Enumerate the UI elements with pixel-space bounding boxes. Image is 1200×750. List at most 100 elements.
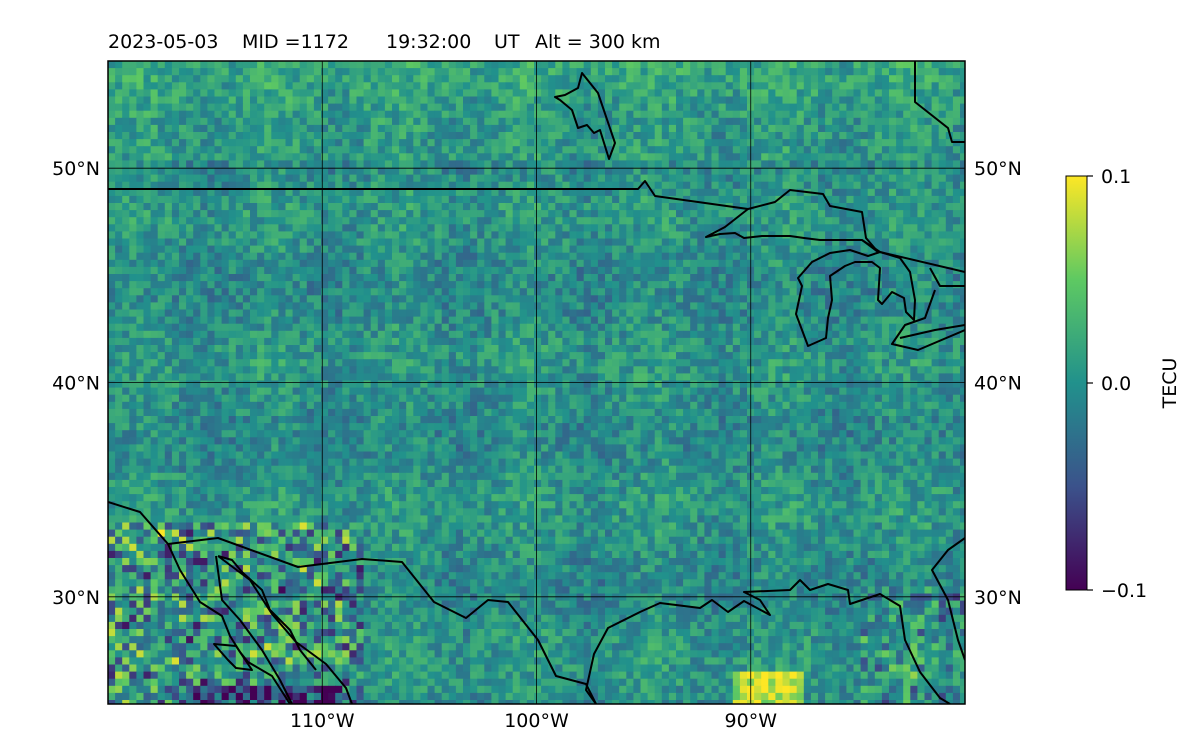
heatmap-cell xyxy=(704,323,712,332)
heatmap-cell xyxy=(818,89,826,97)
heatmap-cell xyxy=(186,266,194,275)
heatmap-cell xyxy=(420,337,428,346)
heatmap-cell xyxy=(271,337,279,346)
heatmap-cell xyxy=(583,288,592,296)
heatmap-cell xyxy=(860,110,869,119)
heatmap-cell xyxy=(470,188,478,197)
heatmap-cell xyxy=(597,330,606,339)
heatmap-cell xyxy=(938,195,947,204)
heatmap-cell xyxy=(832,181,840,190)
heatmap-cell xyxy=(732,259,741,268)
heatmap-cell xyxy=(938,231,947,239)
heatmap-cell xyxy=(690,139,698,147)
heatmap-cell xyxy=(434,259,443,268)
heatmap-cell xyxy=(555,316,563,325)
heatmap-cell xyxy=(605,103,613,112)
heatmap-cell xyxy=(867,181,876,190)
heatmap-cell xyxy=(299,117,308,126)
heatmap-cell xyxy=(960,337,965,346)
heatmap-cell xyxy=(484,274,492,282)
heatmap-cell xyxy=(775,245,783,254)
heatmap-cell xyxy=(867,238,876,246)
heatmap-cell xyxy=(583,195,592,204)
heatmap-cell xyxy=(470,330,478,339)
heatmap-cell xyxy=(278,224,286,232)
heatmap-cell xyxy=(179,345,187,353)
heatmap-cell xyxy=(477,302,485,310)
heatmap-cell xyxy=(647,124,656,133)
heatmap-cell xyxy=(136,110,144,119)
heatmap-cell xyxy=(115,217,123,225)
heatmap-cell xyxy=(299,75,308,83)
heatmap-cell xyxy=(313,281,322,289)
heatmap-cell xyxy=(108,352,116,360)
heatmap-cell xyxy=(427,195,435,204)
heatmap-cell xyxy=(321,281,329,289)
heatmap-cell xyxy=(328,195,336,204)
heatmap-cell xyxy=(257,132,265,140)
heatmap-cell xyxy=(562,167,570,175)
heatmap-cell xyxy=(810,316,819,325)
heatmap-cell xyxy=(108,167,116,175)
heatmap-cell xyxy=(257,160,265,168)
heatmap-cell xyxy=(171,274,180,282)
heatmap-cell xyxy=(960,330,965,339)
heatmap-cell xyxy=(889,89,897,97)
heatmap-cell xyxy=(903,245,911,254)
heatmap-cell xyxy=(313,68,322,76)
heatmap-cell xyxy=(839,302,847,310)
heatmap-cell xyxy=(186,96,194,104)
heatmap-cell xyxy=(413,231,421,239)
heatmap-cell xyxy=(605,345,613,353)
heatmap-cell xyxy=(832,167,840,175)
heatmap-cell xyxy=(271,309,279,317)
heatmap-cell xyxy=(186,68,194,76)
heatmap-cell xyxy=(250,238,258,246)
heatmap-cell xyxy=(818,139,826,147)
heatmap-cell xyxy=(569,309,577,317)
heatmap-cell xyxy=(739,323,748,332)
heatmap-cell xyxy=(242,252,251,261)
heatmap-cell xyxy=(903,231,911,239)
heatmap-cell xyxy=(519,139,528,147)
heatmap-cell xyxy=(306,89,315,97)
heatmap-cell xyxy=(463,210,471,218)
heatmap-cell xyxy=(626,124,634,133)
heatmap-cell xyxy=(654,231,663,239)
heatmap-cell xyxy=(683,139,691,147)
heatmap-cell xyxy=(576,316,585,325)
heatmap-cell xyxy=(441,139,450,147)
heatmap-cell xyxy=(299,281,308,289)
heatmap-cell xyxy=(846,345,854,353)
heatmap-cell xyxy=(647,195,656,204)
heatmap-cell xyxy=(242,153,251,161)
heatmap-cell xyxy=(931,89,940,97)
heatmap-cell xyxy=(960,75,965,83)
heatmap-cell xyxy=(171,316,180,325)
heatmap-cell xyxy=(633,210,641,218)
heatmap-cell xyxy=(931,132,940,140)
heatmap-cell xyxy=(654,330,663,339)
heatmap-cell xyxy=(761,68,769,76)
heatmap-cell xyxy=(668,195,677,204)
heatmap-cell xyxy=(597,266,606,275)
heatmap-cell xyxy=(278,89,286,97)
heatmap-cell xyxy=(676,259,684,268)
heatmap-cell xyxy=(143,252,151,261)
heatmap-cell xyxy=(768,302,776,310)
heatmap-cell xyxy=(775,203,783,211)
heatmap-cell xyxy=(356,224,364,232)
heatmap-cell xyxy=(441,146,450,154)
heatmap-cell xyxy=(825,146,833,154)
heatmap-cell xyxy=(668,266,677,275)
heatmap-cell xyxy=(633,309,641,317)
heatmap-cell xyxy=(867,274,876,282)
heatmap-cell xyxy=(626,210,634,218)
heatmap-cell xyxy=(619,345,627,353)
heatmap-cell xyxy=(739,330,748,339)
heatmap-cell xyxy=(214,330,222,339)
heatmap-cell xyxy=(676,231,684,239)
heatmap-cell xyxy=(768,323,776,332)
heatmap-cell xyxy=(867,110,876,119)
heatmap-cell xyxy=(264,309,272,317)
